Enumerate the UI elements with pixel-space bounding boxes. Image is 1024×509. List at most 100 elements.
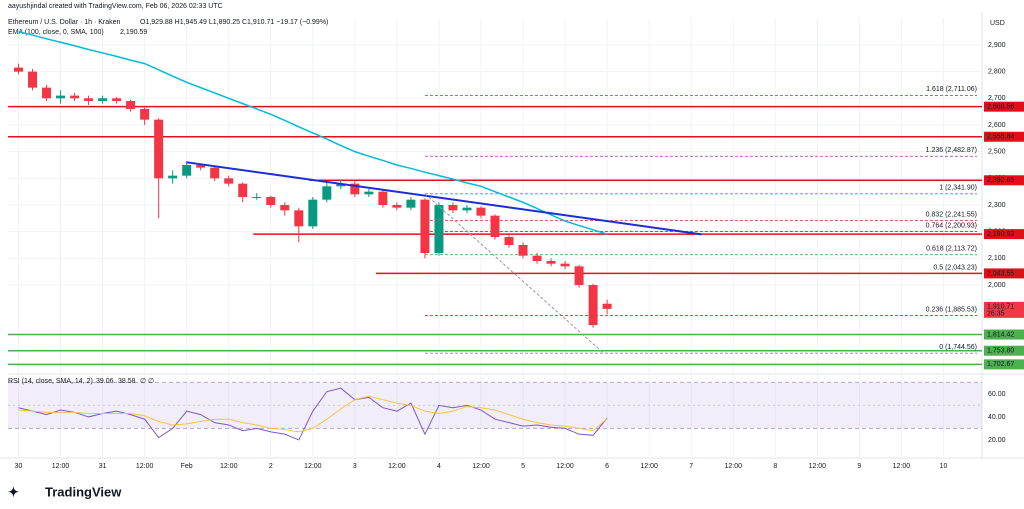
x-tick-label: 12:00 bbox=[640, 463, 658, 470]
candle-body bbox=[602, 303, 612, 309]
x-tick-label: 12:00 bbox=[52, 463, 70, 470]
x-tick-label: 31 bbox=[99, 463, 107, 470]
level-label: 1,753.80 bbox=[987, 348, 1014, 355]
rsi-name: RSI (14, close, SMA, 14, 2) bbox=[8, 378, 93, 385]
candle-body bbox=[182, 164, 192, 176]
level-label: 2,555.84 bbox=[987, 134, 1014, 141]
y-tick-label: 2,700 bbox=[988, 95, 1006, 102]
x-tick-label: 7 bbox=[689, 463, 693, 470]
level-label: 2,392.65 bbox=[987, 177, 1014, 184]
fib-label: 0.5 (2,043.23) bbox=[933, 264, 977, 271]
x-tick-label: 30 bbox=[15, 463, 23, 470]
ema-name: EMA (100, close, 0, SMA, 100) bbox=[8, 29, 104, 36]
x-tick-label: 12:00 bbox=[893, 463, 911, 470]
fib-label: 0 (1,744.56) bbox=[939, 344, 977, 351]
candle-body bbox=[154, 119, 164, 179]
level-tag bbox=[984, 345, 1024, 356]
x-tick-label: 5 bbox=[521, 463, 525, 470]
x-tick-label: 8 bbox=[773, 463, 777, 470]
fib-label: 1.236 (2,482.87) bbox=[926, 147, 977, 154]
candle-body bbox=[434, 205, 444, 254]
candle-body bbox=[350, 183, 360, 195]
y-tick-label: 2,000 bbox=[988, 282, 1006, 289]
candle-body bbox=[224, 178, 234, 184]
level-tag bbox=[984, 175, 1024, 186]
candle-body bbox=[126, 100, 136, 109]
candle-body bbox=[140, 108, 150, 120]
candle-body bbox=[168, 175, 178, 179]
candle-body bbox=[448, 205, 458, 211]
x-tick-label: 2 bbox=[269, 463, 273, 470]
candle-body bbox=[112, 98, 122, 101]
level-label: 2,043.55 bbox=[987, 270, 1014, 277]
x-tick-label: 12:00 bbox=[809, 463, 827, 470]
ema-line bbox=[18, 30, 608, 235]
y-tick-label: 2,800 bbox=[988, 68, 1006, 75]
rsi-tick-label: 40.00 bbox=[988, 414, 1006, 421]
candle-body bbox=[476, 207, 486, 216]
fib-label: 0.618 (2,113.72) bbox=[926, 246, 977, 253]
x-tick-label: 4 bbox=[437, 463, 441, 470]
candle-body bbox=[84, 98, 94, 101]
level-tag bbox=[984, 359, 1024, 370]
fib-label: 1 (2,341.90) bbox=[939, 185, 977, 192]
rsi-tick-label: 20.00 bbox=[988, 437, 1006, 444]
x-tick-label: 10 bbox=[940, 463, 948, 470]
x-tick-label: Feb bbox=[181, 463, 193, 470]
fib-label: 0.764 (2,200.93) bbox=[926, 222, 977, 229]
candle-body bbox=[196, 164, 206, 168]
rsi-tick-label: 60.00 bbox=[988, 391, 1006, 398]
fib-label: 0.236 (1,885.53) bbox=[926, 306, 977, 313]
candle-body bbox=[252, 197, 262, 199]
symbol: Ethereum / U.S. Dollar · 1h · Kraken bbox=[8, 19, 121, 26]
candle-body bbox=[56, 95, 66, 99]
x-tick-label: 12:00 bbox=[304, 463, 322, 470]
level-label: 1,814.42 bbox=[987, 331, 1014, 338]
candle-body bbox=[28, 71, 38, 88]
candle-body bbox=[294, 210, 304, 227]
level-tag bbox=[984, 329, 1024, 340]
rsi-line bbox=[18, 395, 608, 433]
level-tag bbox=[984, 229, 1024, 240]
candle-body bbox=[462, 207, 472, 211]
rsi-value: 39.06 bbox=[96, 378, 114, 385]
rsi-value: 38.58 bbox=[118, 378, 136, 385]
candle-body bbox=[42, 87, 52, 99]
logo-icon: ✦ bbox=[8, 484, 19, 499]
candle-body bbox=[532, 255, 542, 262]
candle-body bbox=[420, 199, 430, 254]
candle-body bbox=[266, 197, 276, 206]
level-tag bbox=[984, 268, 1024, 279]
rsi-extra: ∅ ∅ bbox=[140, 378, 154, 385]
y-tick-label: 2,100 bbox=[988, 255, 1006, 262]
candle-body bbox=[560, 263, 570, 267]
x-tick-label: 12:00 bbox=[136, 463, 154, 470]
candle-body bbox=[504, 237, 514, 246]
candle-body bbox=[70, 95, 80, 99]
candle-body bbox=[406, 199, 416, 208]
candle-body bbox=[322, 186, 332, 200]
rsi-line bbox=[18, 387, 608, 441]
ohlc: O1,929.88 H1,945.49 L1,890.25 C1,910.71 … bbox=[140, 19, 328, 26]
y-tick-label: 2,500 bbox=[988, 148, 1006, 155]
y-tick-label: 2,600 bbox=[988, 122, 1006, 129]
level-label: 2,190.93 bbox=[987, 231, 1014, 238]
candle-body bbox=[364, 191, 374, 195]
candle-body bbox=[588, 285, 598, 326]
candle-body bbox=[14, 67, 24, 72]
candle-body bbox=[98, 98, 108, 101]
candle-body bbox=[546, 261, 556, 264]
price-tag bbox=[984, 301, 1024, 318]
x-tick-label: 12:00 bbox=[220, 463, 238, 470]
level-label: 2,668.56 bbox=[987, 104, 1014, 111]
credit: aayushjindal created with TradingView.co… bbox=[8, 3, 223, 10]
x-tick-label: 12:00 bbox=[556, 463, 574, 470]
candle-body bbox=[238, 183, 248, 198]
fib-label: 0.832 (2,241.55) bbox=[926, 211, 977, 218]
level-tag bbox=[984, 131, 1024, 142]
candle-body bbox=[392, 205, 402, 208]
candle-body bbox=[336, 183, 346, 187]
candle-body bbox=[308, 199, 318, 227]
y-tick-label: 2,900 bbox=[988, 42, 1006, 49]
